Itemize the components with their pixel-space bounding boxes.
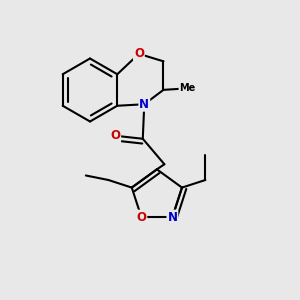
Text: N: N: [167, 211, 177, 224]
Text: O: O: [136, 211, 146, 224]
Text: O: O: [110, 129, 120, 142]
Text: Me: Me: [179, 83, 196, 93]
Text: N: N: [139, 98, 149, 111]
Text: O: O: [134, 47, 144, 60]
